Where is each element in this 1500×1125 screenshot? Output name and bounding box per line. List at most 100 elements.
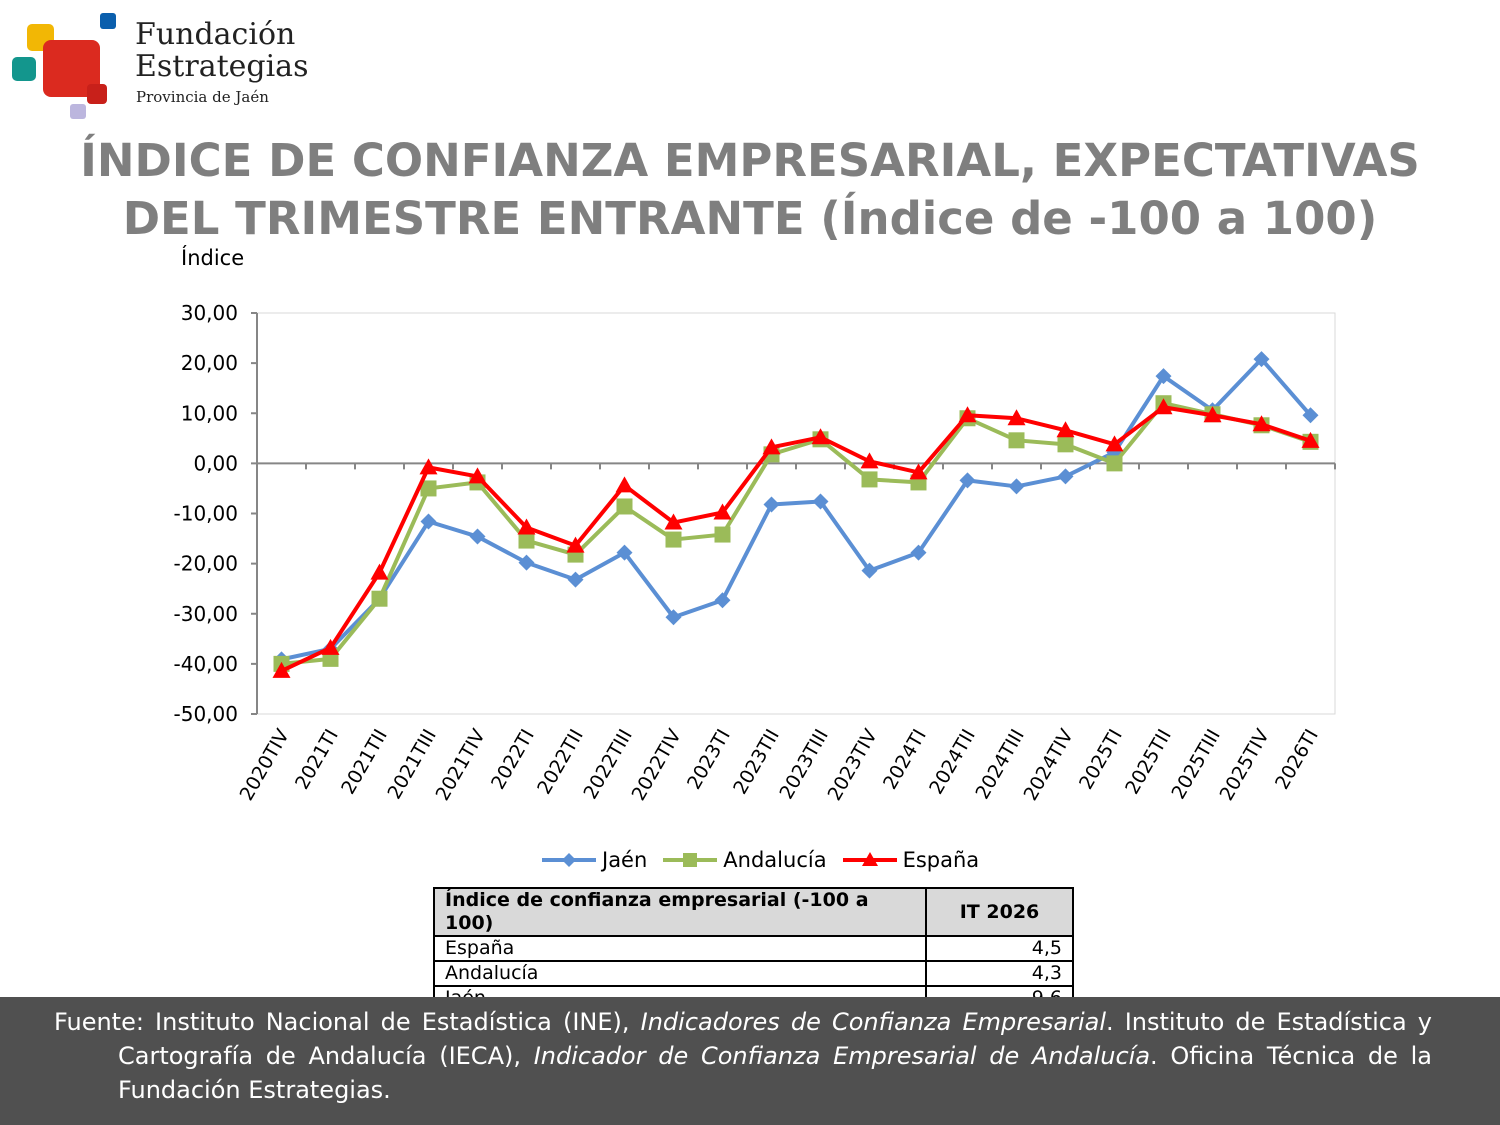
y-tick-label: -30,00 bbox=[174, 602, 238, 626]
page-title: ÍNDICE DE CONFIANZA EMPRESARIAL, EXPECTA… bbox=[0, 132, 1500, 248]
table-header: Índice de confianza empresarial (-100 a … bbox=[433, 887, 927, 937]
legend-label: Jaén bbox=[602, 848, 648, 872]
data-point bbox=[272, 661, 291, 678]
data-point bbox=[1155, 368, 1172, 385]
data-point bbox=[321, 638, 340, 655]
x-tick-label: 2022TII bbox=[533, 726, 588, 799]
source-footer: Fuente: Instituto Nacional de Estadístic… bbox=[0, 997, 1500, 1125]
source-text: Fuente: Instituto Nacional de Estadístic… bbox=[54, 1005, 1432, 1107]
data-point bbox=[517, 518, 536, 535]
data-point bbox=[1057, 468, 1074, 485]
logo-line2: Estrategias bbox=[135, 49, 309, 84]
data-point bbox=[518, 554, 535, 571]
x-tick-label: 2022TI bbox=[487, 726, 539, 794]
logo-line3: Provincia de Jaén bbox=[136, 88, 269, 106]
source-part: Fuente: Instituto Nacional de Estadístic… bbox=[54, 1008, 641, 1036]
data-point bbox=[1008, 432, 1025, 449]
series-line-Andalucía bbox=[281, 401, 1312, 666]
y-tick-label: -20,00 bbox=[174, 552, 238, 576]
data-point bbox=[664, 513, 683, 530]
legend-label: Andalucía bbox=[723, 848, 827, 872]
table-cell: 4,3 bbox=[925, 960, 1074, 987]
data-point bbox=[713, 503, 732, 520]
data-point bbox=[665, 531, 682, 548]
data-point bbox=[1302, 407, 1319, 424]
legend-item-jaen: Jaén bbox=[540, 848, 647, 872]
data-point bbox=[714, 592, 731, 609]
x-tick-label: 2021TI bbox=[291, 726, 343, 794]
source-part: . Instituto de Estadística y Cartografía… bbox=[118, 1008, 1432, 1070]
data-point bbox=[322, 650, 339, 667]
data-point bbox=[469, 528, 486, 545]
data-point bbox=[811, 428, 830, 445]
data-point bbox=[468, 467, 487, 484]
data-point bbox=[1301, 431, 1320, 448]
data-point bbox=[1253, 351, 1270, 368]
data-point bbox=[665, 609, 682, 626]
data-point bbox=[370, 563, 389, 580]
data-point bbox=[909, 463, 928, 480]
data-point bbox=[958, 406, 977, 423]
x-tick-label: 2023TII bbox=[729, 726, 784, 799]
data-point bbox=[860, 452, 879, 469]
y-tick-label: 0,00 bbox=[193, 451, 238, 475]
data-point bbox=[1105, 435, 1124, 452]
data-point bbox=[1057, 436, 1074, 453]
data-point bbox=[762, 438, 781, 455]
source-title: Indicador de Confianza Empresarial de An… bbox=[533, 1042, 1151, 1070]
data-point bbox=[419, 458, 438, 475]
data-point bbox=[420, 513, 437, 530]
data-point bbox=[420, 480, 437, 497]
data-point bbox=[371, 590, 388, 607]
data-point bbox=[861, 562, 878, 579]
data-point bbox=[959, 472, 976, 489]
table-cell: España bbox=[433, 935, 927, 962]
data-point bbox=[1008, 478, 1025, 495]
legend-diamond-icon bbox=[542, 853, 596, 867]
y-tick-label: -50,00 bbox=[174, 702, 238, 726]
legend: Jaén Andalucía España bbox=[540, 848, 979, 872]
data-point bbox=[1056, 421, 1075, 438]
title-line2: DEL TRIMESTRE ENTRANTE (Índice de -100 a… bbox=[122, 192, 1378, 245]
data-point bbox=[1252, 415, 1271, 432]
y-tick-label: 10,00 bbox=[181, 401, 238, 425]
data-point bbox=[910, 544, 927, 561]
table-row: Andalucía 4,3 bbox=[433, 960, 1074, 987]
source-title: Indicadores de Confianza Empresarial bbox=[640, 1008, 1106, 1036]
summary-table: Índice de confianza empresarial (-100 a … bbox=[433, 887, 1074, 1012]
x-tick-label: 2025TI bbox=[1075, 726, 1127, 794]
data-point bbox=[567, 571, 584, 588]
x-tick-label: 2020TIV bbox=[235, 725, 293, 804]
data-point bbox=[1203, 406, 1222, 423]
data-point bbox=[763, 496, 780, 513]
title-line1: ÍNDICE DE CONFIANZA EMPRESARIAL, EXPECTA… bbox=[80, 134, 1420, 187]
legend-square-icon bbox=[663, 853, 718, 867]
data-point bbox=[616, 544, 633, 561]
data-point bbox=[566, 536, 585, 553]
data-point bbox=[714, 526, 731, 543]
y-tick-label: -10,00 bbox=[174, 502, 238, 526]
legend-label: España bbox=[902, 848, 980, 872]
y-tick-label: 20,00 bbox=[181, 351, 238, 375]
legend-item-andalucia: Andalucía bbox=[661, 848, 827, 872]
line-chart: 30,00 20,00 10,00 0,00 -10,00 -20,00 -30,00 -40… bbox=[174, 301, 1336, 805]
x-tick-label: 2021TII bbox=[337, 726, 392, 799]
table-row: España 4,5 bbox=[433, 935, 1074, 962]
logo-squares-icon bbox=[12, 13, 116, 119]
x-tick-label: 2025TII bbox=[1121, 726, 1176, 799]
y-axis-label: Índice bbox=[181, 246, 245, 270]
data-point bbox=[518, 532, 535, 549]
y-tick-label: 30,00 bbox=[181, 301, 238, 325]
table-cell: 4,5 bbox=[925, 935, 1074, 962]
table-header-row: Índice de confianza empresarial (-100 a … bbox=[433, 887, 1074, 937]
data-point bbox=[615, 476, 634, 493]
x-tick-label: 2024TII bbox=[925, 726, 980, 799]
logo: Fundación Estrategias Provincia de Jaén bbox=[0, 0, 320, 125]
table-cell: Andalucía bbox=[433, 960, 927, 987]
logo-line1: Fundación bbox=[135, 17, 296, 52]
series-line-España bbox=[280, 405, 1312, 673]
y-tick-label: -40,00 bbox=[174, 652, 238, 676]
data-point bbox=[861, 471, 878, 488]
data-point bbox=[1007, 409, 1026, 426]
data-point bbox=[812, 493, 829, 510]
